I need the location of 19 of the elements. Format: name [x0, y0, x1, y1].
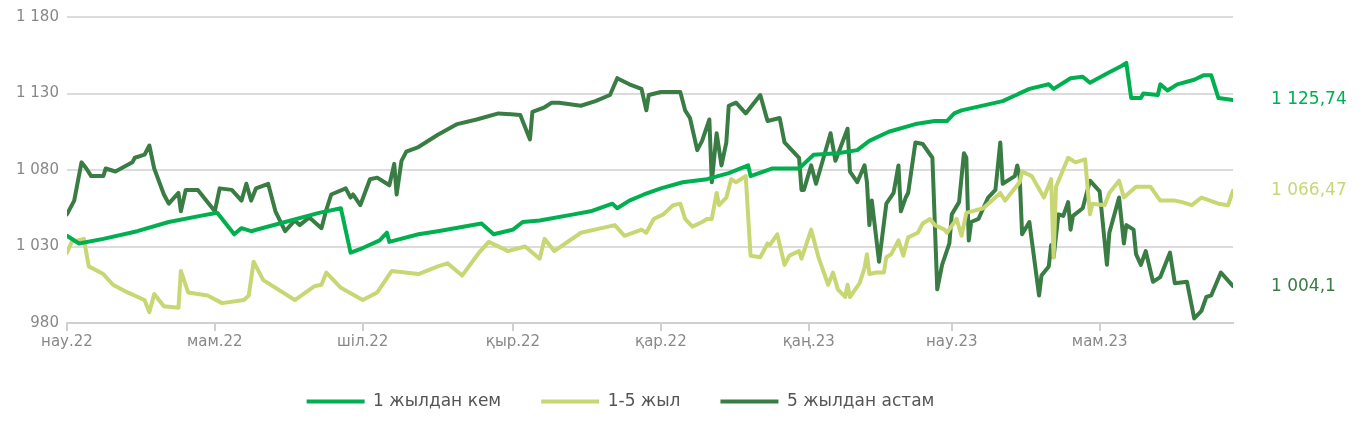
- legend-label: 1-5 жыл: [607, 389, 681, 410]
- annotation: 1 125,74: [1271, 88, 1347, 109]
- x-tick-label: нау.23: [925, 331, 978, 350]
- x-tick-label: қаң.23: [782, 331, 835, 350]
- x-tick-label: мам.22: [186, 331, 243, 350]
- annotation: 1 004,1: [1271, 274, 1336, 295]
- x-tick-label: қар.22: [635, 331, 687, 350]
- y-tick-label: 1 030: [15, 236, 59, 255]
- annotation: 1 066,47: [1271, 179, 1347, 200]
- legend-label: 1 жылдан кем: [373, 389, 502, 410]
- x-tick-label: шіл.22: [337, 331, 389, 350]
- y-tick-label: 1 130: [15, 83, 59, 102]
- x-tick-label: нау.22: [41, 331, 93, 350]
- legend-label: 5 жылдан астам: [786, 389, 935, 410]
- x-tick-label: мам.23: [1071, 331, 1128, 350]
- y-tick-label: 1 180: [15, 6, 59, 25]
- y-tick-label: 1 080: [15, 159, 59, 178]
- y-tick-label: 980: [30, 312, 59, 331]
- x-tick-label: қыр.22: [485, 331, 541, 350]
